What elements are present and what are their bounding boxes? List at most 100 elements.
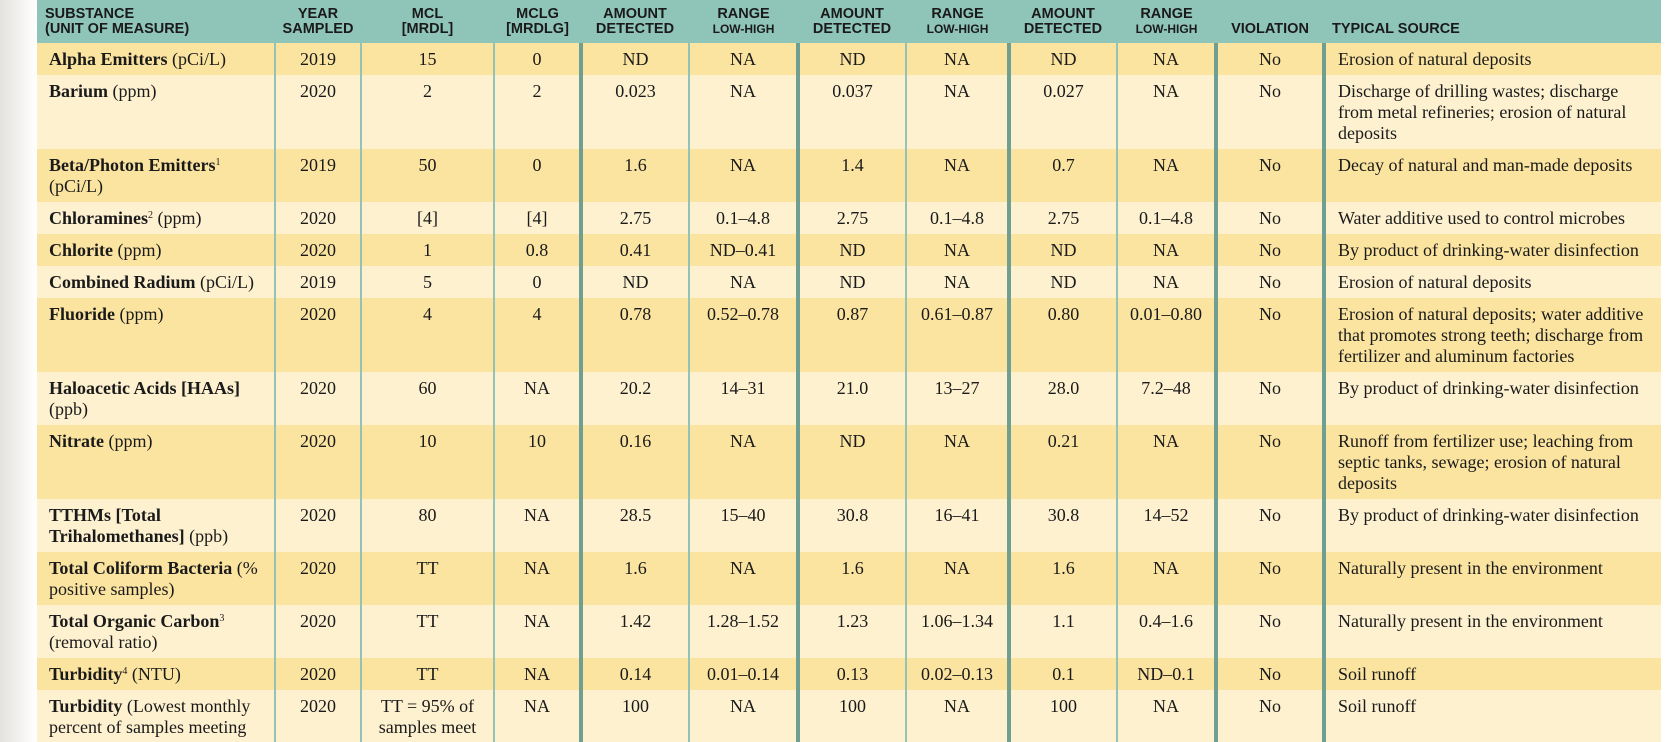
value-cell: NA: [1116, 425, 1216, 499]
value-cell: 0.1–4.8: [688, 202, 798, 234]
column-header: RANGE LOW-HIGH: [906, 0, 1009, 43]
unit: (ppm): [117, 240, 162, 260]
value-cell: 0.80: [1007, 298, 1117, 372]
value-cell: NA: [493, 552, 581, 605]
footnote-mark: 1: [215, 157, 221, 168]
value-cell: ND: [796, 425, 906, 499]
value-cell: No: [1214, 266, 1324, 298]
value-cell: 4: [360, 298, 494, 372]
substance-cell: Combined Radium (pCi/L): [37, 266, 275, 298]
table-row: Turbidity4 (NTU) 2020 TT NA 0.14 0.01–0.14 0.1…: [37, 658, 1661, 690]
unit: (ppm): [157, 208, 202, 228]
value-cell: 1.1: [1007, 605, 1117, 658]
value-cell: TT: [360, 658, 494, 690]
value-cell: 0.01–0.14: [688, 658, 798, 690]
header-line: RANGE: [717, 6, 770, 22]
value-cell: 13–27: [905, 372, 1009, 425]
value-cell: ND–0.41: [688, 234, 798, 266]
value-cell: NA: [1116, 149, 1216, 202]
table-row: Turbidity (Lowest monthly percent of sam…: [37, 690, 1661, 742]
footnote-mark: 3: [219, 613, 225, 624]
header-line: SAMPLED: [282, 21, 354, 37]
value-cell: 2020: [274, 234, 361, 266]
column-header: SUBSTANCE (UNIT OF MEASURE): [37, 0, 275, 43]
value-cell: NA: [1116, 552, 1216, 605]
value-cell: 28.5: [579, 499, 689, 552]
value-cell: ND: [579, 43, 689, 75]
value-cell: No: [1214, 690, 1324, 742]
unit: (removal ratio): [49, 632, 158, 652]
value-cell: No: [1214, 75, 1324, 149]
value-cell: 2020: [274, 425, 361, 499]
column-header: MCLG [MRDLG]: [494, 0, 581, 43]
value-cell: 0.1: [1007, 658, 1117, 690]
table-row: Total Coliform Bacteria (% positive samp…: [37, 552, 1661, 605]
substance-cell: Chlorite (ppm): [37, 234, 275, 266]
value-cell: NA: [905, 552, 1009, 605]
unit: (NTU): [131, 664, 181, 684]
value-cell: NA: [688, 75, 798, 149]
source-cell: Erosion of natural deposits: [1322, 43, 1661, 75]
column-header: MCL [MRDL]: [361, 0, 494, 43]
unit: (pCi/L): [172, 49, 226, 69]
value-cell: 0.1–4.8: [1116, 202, 1216, 234]
value-cell: 2019: [274, 43, 361, 75]
table-row: Nitrate (ppm) 2020 10 10 0.16 NA ND NA 0.21 NA No R…: [37, 425, 1661, 499]
header-row: SUBSTANCE (UNIT OF MEASURE) YEAR SAMPLED MCL…: [37, 0, 1661, 43]
value-cell: 50: [360, 149, 494, 202]
value-cell: NA: [1116, 266, 1216, 298]
value-cell: 14–52: [1116, 499, 1216, 552]
value-cell: 0.13: [796, 658, 906, 690]
value-cell: 16–41: [905, 499, 1009, 552]
value-cell: 0.1–4.8: [905, 202, 1009, 234]
value-cell: NA: [1116, 690, 1216, 742]
value-cell: 0.87: [796, 298, 906, 372]
value-cell: NA: [905, 149, 1009, 202]
value-cell: 0.14: [579, 658, 689, 690]
value-cell: 4: [493, 298, 581, 372]
value-cell: TT: [360, 552, 494, 605]
value-cell: 100: [1007, 690, 1117, 742]
value-cell: 2019: [274, 266, 361, 298]
table-row: Chlorite (ppm) 2020 1 0.8 0.41 ND–0.41 ND NA ND N…: [37, 234, 1661, 266]
substance-cell: Nitrate (ppm): [37, 425, 275, 499]
source-cell: By product of drinking-water disinfectio…: [1322, 499, 1661, 552]
substance-name: Barium: [49, 81, 109, 101]
value-cell: 30.8: [1007, 499, 1117, 552]
substance-cell: TTHMs [Total Trihalomethanes] (ppb): [37, 499, 275, 552]
substance-cell: Barium (ppm): [37, 75, 275, 149]
header-line: RANGE: [1140, 6, 1193, 22]
column-header: YEAR SAMPLED: [275, 0, 361, 43]
value-cell: 2019: [274, 149, 361, 202]
column-header: AMOUNT DETECTED: [581, 0, 689, 43]
table-row: Chloramines2 (ppm) 2020 [4] [4] 2.75 0.1–4.8 2…: [37, 202, 1661, 234]
header-line: [MRDLG]: [506, 21, 569, 37]
substance-cell: Chloramines2 (ppm): [37, 202, 275, 234]
value-cell: ND: [796, 43, 906, 75]
value-cell: ND–0.1: [1116, 658, 1216, 690]
value-cell: 2020: [274, 605, 361, 658]
value-cell: NA: [1116, 75, 1216, 149]
substance-cell: Total Organic Carbon3 (removal ratio): [37, 605, 275, 658]
substance-name: Haloacetic Acids [HAAs]: [49, 378, 240, 398]
value-cell: [4]: [360, 202, 494, 234]
value-cell: 2020: [274, 298, 361, 372]
table-row: Total Organic Carbon3 (removal ratio) 202…: [37, 605, 1661, 658]
value-cell: 15–40: [688, 499, 798, 552]
value-cell: NA: [905, 234, 1009, 266]
value-cell: No: [1214, 425, 1324, 499]
table-row: TTHMs [Total Trihalomethanes] (ppb) 2020 8…: [37, 499, 1661, 552]
value-cell: 0.61–0.87: [905, 298, 1009, 372]
substance-name: Combined Radium: [49, 272, 196, 292]
header-line: DETECTED: [1023, 21, 1103, 37]
substance-cell: Turbidity4 (NTU): [37, 658, 275, 690]
value-cell: NA: [493, 499, 581, 552]
value-cell: 2: [493, 75, 581, 149]
table-row: Alpha Emitters (pCi/L) 2019 15 0 ND NA ND NA ND N…: [37, 43, 1661, 75]
substance-name: Chloramines: [49, 208, 148, 228]
value-cell: 30.8: [796, 499, 906, 552]
substance-name: Beta/Photon Emitters: [49, 155, 216, 175]
table-row: Haloacetic Acids [HAAs] (ppb) 2020 60 NA 20.…: [37, 372, 1661, 425]
value-cell: 1.6: [579, 149, 689, 202]
